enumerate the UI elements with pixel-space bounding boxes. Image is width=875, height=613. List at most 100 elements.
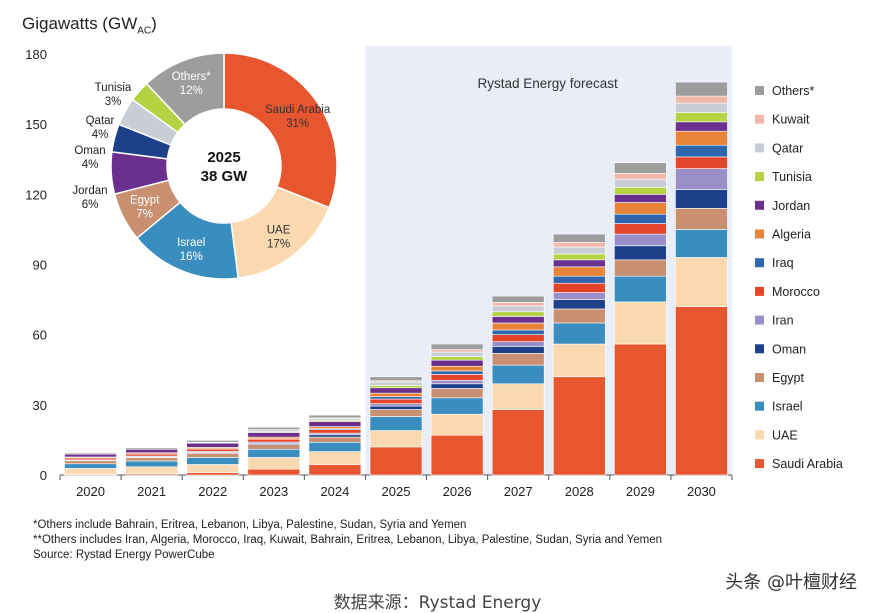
- bar-segment-egypt-2021: [125, 457, 178, 462]
- bar-segment-saudi-arabia-2023: [247, 468, 301, 476]
- y-tick-label: 60: [33, 328, 47, 343]
- bar-segment-israel-2029: [614, 275, 667, 303]
- bar-segment-tunisia-2029: [614, 187, 667, 195]
- donut-label-name: Others*: [172, 71, 212, 83]
- bar-segment-others-2028: [552, 233, 606, 243]
- bar-segment-morocco-2023: [247, 438, 301, 443]
- bar-segment-algeria-2030: [675, 130, 728, 146]
- bar-segment-iraq-2025: [369, 396, 423, 400]
- legend-label: Kuwait: [772, 113, 810, 127]
- bar-segment-oman-2029: [614, 245, 667, 261]
- y-tick-label: 90: [33, 258, 47, 273]
- bar-segment-kuwait-2029: [614, 172, 667, 180]
- x-tick-label: 2024: [320, 484, 349, 499]
- bar-segment-oman-2025: [369, 405, 423, 410]
- legend-swatch: [755, 430, 764, 440]
- legend-label: Iraq: [772, 256, 794, 270]
- legend-label: Morocco: [772, 285, 820, 299]
- bar-segment-morocco-2027: [491, 334, 545, 342]
- bar-segment-jordan-2025: [369, 387, 423, 394]
- bar-segment-iran-2028: [552, 292, 606, 300]
- bar-segment-others-2024: [308, 414, 362, 419]
- bar-segment-jordan-2021: [125, 448, 178, 454]
- bar-segment-tunisia-2027: [491, 311, 545, 317]
- bar-segment-oman-2026: [430, 383, 484, 389]
- bar-segment-jordan-2023: [247, 432, 301, 438]
- legend-swatch: [755, 114, 764, 124]
- forecast-label: Rystad Energy forecast: [477, 76, 618, 91]
- donut-label-value: 17%: [267, 238, 290, 250]
- bar-segment-oman-2027: [491, 346, 545, 354]
- legend-swatch: [755, 373, 764, 382]
- bar-segment-jordan-2027: [491, 316, 545, 324]
- legend-swatch: [755, 258, 764, 268]
- bar-segment-kuwait-2026: [430, 349, 484, 353]
- bar-segment-qatar-2027: [491, 305, 545, 313]
- bar-segment-others-2025: [369, 376, 423, 382]
- bar-segment-uae-2023: [247, 457, 301, 470]
- bar-segment-egypt-2027: [491, 353, 545, 366]
- donut-label-value: 16%: [180, 251, 203, 263]
- bar-segment-morocco-2022: [186, 448, 240, 452]
- bar-segment-others-2029: [614, 162, 667, 174]
- bar-segment-uae-2027: [491, 383, 545, 410]
- bar-segment-tunisia-2026: [430, 356, 484, 361]
- bar-segment-iran-2025: [369, 403, 423, 407]
- bar-segment-qatar-2030: [675, 102, 728, 113]
- legend-label: UAE: [772, 428, 798, 442]
- bar-segment-israel-2024: [308, 441, 362, 452]
- donut-label-value: 4%: [82, 159, 99, 171]
- bar-segment-qatar-2026: [430, 351, 484, 357]
- bar-segment-tunisia-2030: [675, 112, 728, 123]
- legend-label: Qatar: [772, 141, 803, 155]
- bar-segment-qatar-2029: [614, 178, 667, 188]
- bar-segment-iraq-2029: [614, 213, 667, 224]
- legend-swatch: [755, 200, 764, 210]
- x-tick-label: 2028: [565, 484, 594, 499]
- donut-label-value: 6%: [82, 199, 99, 211]
- bar-segment-israel-2030: [675, 229, 728, 258]
- bar-segment-israel-2025: [369, 416, 423, 431]
- bar-segment-saudi-arabia-2028: [552, 376, 606, 476]
- y-tick-label: 0: [40, 468, 47, 483]
- x-tick-label: 2027: [504, 484, 533, 499]
- bar-segment-qatar-2025: [369, 381, 423, 386]
- bar-segment-others-2027: [491, 295, 545, 303]
- legend-label: Others*: [772, 84, 815, 98]
- y-tick-label: 150: [25, 117, 47, 132]
- bar-segment-israel-2023: [247, 448, 301, 458]
- bar-segment-algeria-2029: [614, 202, 667, 215]
- bar-segment-egypt-2026: [430, 388, 484, 399]
- bar-segment-egypt-2028: [552, 308, 606, 324]
- bar-segment-oman-2028: [552, 299, 606, 310]
- bar-segment-tunisia-2025: [369, 385, 423, 389]
- bar-segment-saudi-arabia-2026: [430, 434, 484, 476]
- legend-swatch: [755, 172, 764, 182]
- bar-segment-morocco-2026: [430, 374, 484, 381]
- legend-label: Israel: [772, 400, 803, 414]
- bar-segment-jordan-2030: [675, 121, 728, 132]
- bar-segment-others-2026: [430, 343, 484, 350]
- y-tick-label: 180: [25, 47, 47, 62]
- bar-segment-egypt-2022: [186, 452, 240, 458]
- bar-segment-morocco-2030: [675, 156, 728, 169]
- x-tick-label: 2022: [198, 484, 227, 499]
- bar-segment-jordan-2020: [64, 453, 117, 458]
- legend-label: Jordan: [772, 199, 810, 213]
- bar-segment-saudi-arabia-2024: [308, 464, 362, 476]
- bar-segment-israel-2027: [491, 364, 545, 385]
- watermark: 头条 @叶檀财经: [725, 572, 857, 593]
- bar-segment-egypt-2030: [675, 208, 728, 230]
- bar-segment-jordan-2024: [308, 421, 362, 427]
- legend-swatch: [755, 344, 764, 354]
- donut-label-value: 12%: [180, 85, 203, 97]
- legend-label: Tunisia: [772, 170, 812, 184]
- bar-segment-others-2020: [64, 452, 117, 455]
- bar-segment-others-2021: [125, 447, 178, 450]
- bar-segment-saudi-arabia-2030: [675, 306, 728, 476]
- bar-segment-iraq-2027: [491, 329, 545, 335]
- bar-segment-saudi-arabia-2029: [614, 343, 667, 476]
- x-tick-label: 2020: [76, 484, 105, 499]
- bar-segment-uae-2025: [369, 430, 423, 448]
